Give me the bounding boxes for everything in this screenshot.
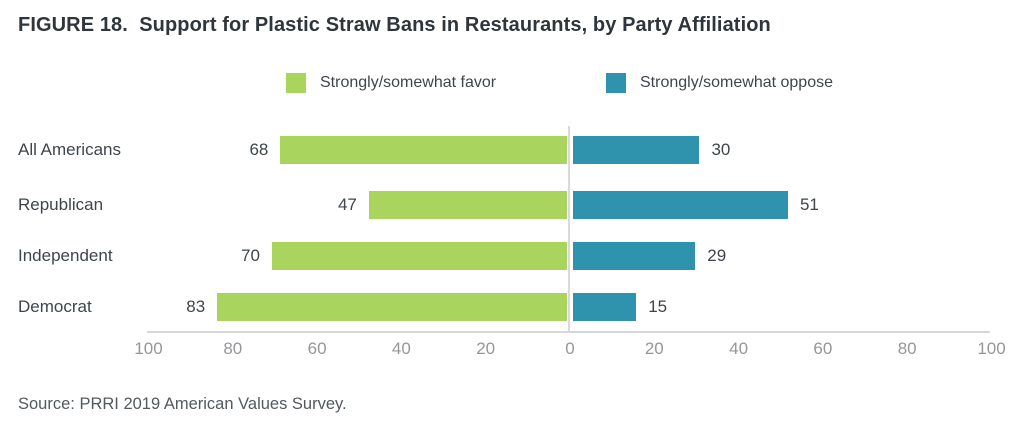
x-axis-tick-label: 0 [565, 339, 575, 358]
favor-bar [217, 293, 567, 321]
category-label: Independent [18, 246, 113, 265]
oppose-value-label: 30 [711, 140, 731, 159]
category-label: All Americans [18, 140, 121, 159]
zero-baseline [568, 126, 570, 331]
favor-bar [280, 136, 567, 164]
x-axis-tick-label: 100 [977, 339, 1006, 358]
favor-value-label: 70 [241, 246, 260, 265]
category-label: Republican [18, 195, 104, 214]
favor-legend-label: Strongly/somewhat favor [320, 74, 497, 91]
oppose-value-label: 51 [799, 195, 819, 214]
oppose-value-label: 15 [648, 297, 668, 316]
x-axis-tick-label: 80 [897, 339, 917, 358]
oppose-bar [573, 293, 637, 321]
favor-value-label: 47 [337, 195, 357, 214]
source-note: Source: PRRI 2019 American Values Survey… [18, 395, 347, 413]
favor-value-label: 68 [249, 140, 269, 159]
oppose-bar [573, 136, 700, 164]
oppose-bar [573, 191, 788, 219]
oppose-legend-label: Strongly/somewhat oppose [640, 74, 833, 91]
plot-area: 68 30 47 51 70 29 83 15 100 80 60 40 20 0 20 40 60 80 100 [134, 126, 1006, 358]
oppose-value-label: 29 [707, 246, 727, 265]
legend-item-oppose: Strongly/somewhat oppose [606, 73, 833, 93]
x-axis-tick-label: 100 [134, 339, 163, 358]
x-axis-tick-label: 20 [644, 339, 664, 358]
x-axis-tick-label: 40 [729, 339, 749, 358]
favor-legend-swatch [286, 73, 306, 93]
favor-bar [368, 191, 567, 219]
legend-item-favor: Strongly/somewhat favor [286, 73, 496, 93]
x-axis-tick-label: 60 [307, 339, 327, 358]
oppose-legend-swatch [606, 73, 626, 93]
favor-value-label: 83 [186, 297, 206, 316]
x-axis-tick-label: 60 [813, 339, 833, 358]
x-axis-tick-label: 80 [223, 339, 243, 358]
x-axis-line [147, 331, 990, 333]
category-label: Democrat [18, 297, 92, 316]
x-axis-tick-label: 20 [476, 339, 496, 358]
oppose-bar [573, 242, 696, 270]
x-axis-tick-label: 40 [391, 339, 411, 358]
favor-bar [271, 242, 567, 270]
figure-title: FIGURE 18. Support for Plastic Straw Ban… [18, 14, 771, 36]
